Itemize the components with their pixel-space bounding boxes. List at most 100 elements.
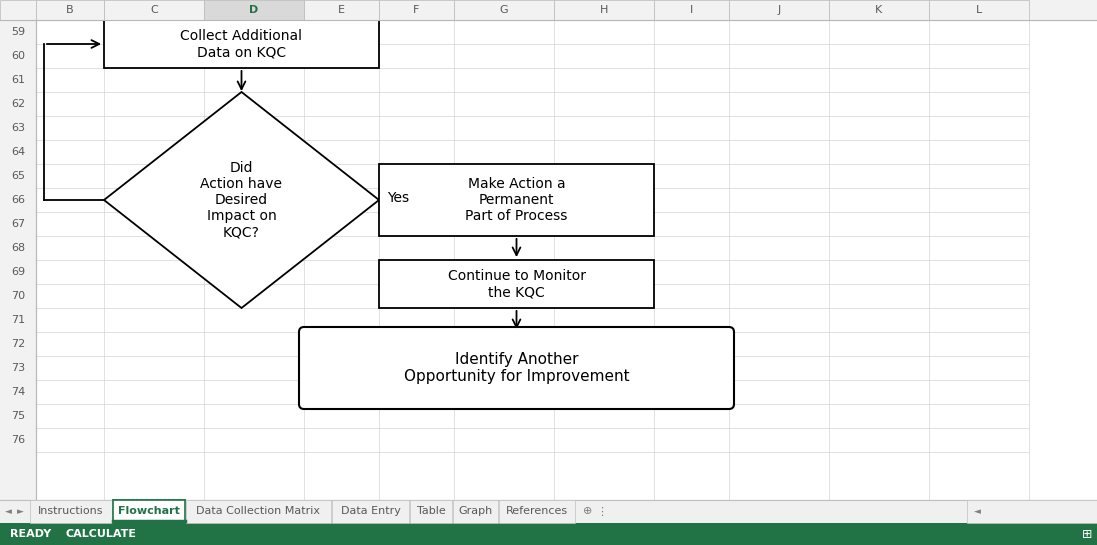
Text: I: I	[690, 5, 693, 15]
Text: 64: 64	[11, 147, 25, 157]
Bar	[554, 0, 654, 20]
Text: Table: Table	[417, 506, 445, 517]
Text: F: F	[414, 5, 420, 15]
Text: 69: 69	[11, 267, 25, 277]
Bar	[113, 500, 185, 523]
Text: Data Collection Matrix: Data Collection Matrix	[196, 506, 320, 517]
Bar	[829, 0, 929, 20]
Bar	[0, 523, 1097, 545]
Bar	[378, 0, 454, 20]
Bar	[378, 260, 654, 308]
Bar	[730, 0, 829, 20]
Text: H: H	[600, 5, 608, 15]
Text: G: G	[500, 5, 508, 15]
Text: Data Entry: Data Entry	[340, 506, 400, 517]
Bar	[378, 164, 654, 236]
Text: I: I	[690, 5, 693, 15]
Bar	[410, 500, 452, 523]
Bar	[654, 0, 730, 20]
Bar	[204, 0, 304, 20]
Bar	[0, 500, 1097, 523]
Text: 72: 72	[11, 339, 25, 349]
Text: L: L	[976, 5, 982, 15]
Bar	[113, 500, 185, 523]
Bar	[30, 500, 112, 523]
Bar	[0, 0, 1097, 20]
Text: ◄: ◄	[973, 507, 981, 516]
Bar	[829, 0, 929, 20]
Bar	[332, 500, 409, 523]
Text: 71: 71	[11, 315, 25, 325]
Text: ⊞: ⊞	[1082, 528, 1092, 541]
Text: Graph: Graph	[459, 506, 493, 517]
Text: J: J	[778, 5, 781, 15]
Text: Flowchart: Flowchart	[118, 506, 180, 517]
Text: D: D	[249, 5, 259, 15]
Text: Collect Additional
Data on KQC: Collect Additional Data on KQC	[181, 29, 303, 59]
Text: Continue to Monitor
the KQC: Continue to Monitor the KQC	[448, 269, 586, 299]
Text: CALCULATE: CALCULATE	[65, 529, 136, 539]
Bar	[654, 0, 730, 20]
Text: Did
Action have
Desired
Impact on
KQC?: Did Action have Desired Impact on KQC?	[201, 161, 283, 239]
Text: 61: 61	[11, 75, 25, 85]
Bar	[204, 0, 304, 20]
Text: 70: 70	[11, 291, 25, 301]
Text: K: K	[875, 5, 883, 15]
Text: E: E	[338, 5, 344, 15]
Bar	[499, 500, 575, 523]
Bar	[966, 500, 1097, 523]
Bar	[36, 0, 104, 20]
FancyBboxPatch shape	[299, 327, 734, 409]
Text: References: References	[506, 506, 568, 517]
Text: Data Collection Matrix: Data Collection Matrix	[196, 506, 320, 517]
Text: ►: ►	[16, 507, 23, 516]
Text: C: C	[150, 5, 158, 15]
Bar	[304, 0, 378, 20]
Bar	[332, 500, 409, 523]
Bar	[104, 15, 378, 68]
Text: 75: 75	[11, 411, 25, 421]
Text: READY: READY	[10, 529, 52, 539]
Bar	[454, 0, 554, 20]
Text: D: D	[249, 5, 259, 15]
Text: Data Entry: Data Entry	[340, 506, 400, 517]
Text: Yes: Yes	[387, 191, 409, 205]
Bar	[36, 20, 1097, 500]
Text: 60: 60	[11, 51, 25, 61]
Text: Instructions: Instructions	[38, 506, 104, 517]
Bar	[0, 500, 1097, 545]
Text: F: F	[414, 5, 420, 15]
Bar	[410, 500, 452, 523]
Text: J: J	[778, 5, 781, 15]
Text: 65: 65	[11, 171, 25, 181]
Bar	[304, 0, 378, 20]
Bar	[104, 0, 204, 20]
Bar	[36, 0, 104, 20]
Text: L: L	[976, 5, 982, 15]
Text: Make Action a
Permanent
Part of Process: Make Action a Permanent Part of Process	[465, 177, 567, 223]
Bar	[554, 0, 654, 20]
Bar	[929, 0, 1029, 20]
Text: ◄: ◄	[4, 507, 11, 516]
Text: B: B	[66, 5, 73, 15]
Text: Instructions: Instructions	[38, 506, 104, 517]
Bar	[929, 0, 1029, 20]
Text: H: H	[600, 5, 608, 15]
Text: 67: 67	[11, 219, 25, 229]
Text: ⊕: ⊕	[584, 506, 592, 517]
Text: 73: 73	[11, 363, 25, 373]
Bar	[0, 0, 1097, 20]
Text: 76: 76	[11, 435, 25, 445]
Text: 66: 66	[11, 195, 25, 205]
Text: ⋮: ⋮	[599, 506, 610, 517]
Bar	[499, 500, 575, 523]
Text: ◄: ◄	[973, 507, 981, 516]
Text: 68: 68	[11, 243, 25, 253]
Bar	[0, 20, 36, 500]
Text: ⋮: ⋮	[597, 506, 608, 517]
Text: C: C	[150, 5, 158, 15]
Bar	[454, 0, 554, 20]
Bar	[453, 500, 498, 523]
Bar	[186, 500, 331, 523]
Text: Identify Another
Opportunity for Improvement: Identify Another Opportunity for Improve…	[404, 352, 630, 384]
